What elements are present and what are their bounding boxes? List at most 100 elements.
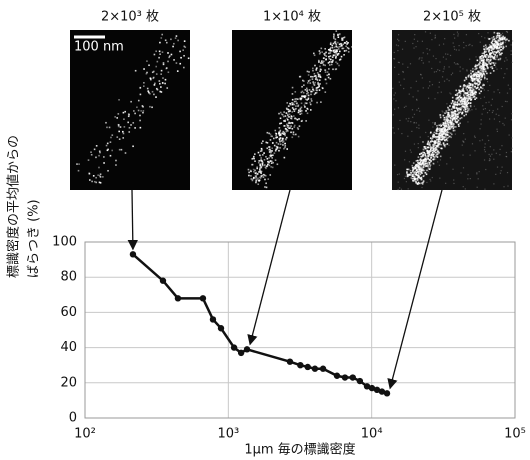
image-dot [412,166,415,169]
image-dot [461,102,463,105]
image-dot [325,55,328,57]
image-dot [283,120,285,122]
image-dot [174,37,177,39]
image-dot [263,158,266,161]
image-dot [425,169,428,172]
image-dot [429,150,431,152]
image-dot [439,135,442,137]
image-dot [290,125,292,127]
image-dot [183,45,186,48]
image-noise [504,73,506,75]
image-label: 2×10³ 枚 [101,10,159,25]
image-noise [434,37,436,39]
image-dot [429,132,432,134]
image-dot [497,43,499,46]
image-noise [484,143,486,145]
image-dot [296,98,299,100]
image-noise [431,84,434,86]
image-dot [143,68,145,70]
image-dot [179,62,182,65]
image-dot [489,52,492,55]
image-dot [119,126,122,128]
image-dot [424,152,426,155]
image-dot [413,171,416,174]
image-dot [421,162,423,165]
image-dot [486,78,488,80]
image-noise [453,46,455,48]
image-dot [479,69,482,72]
image-dot [322,60,325,63]
image-dot [318,79,321,82]
image-noise [443,80,446,82]
image-dot [351,46,353,48]
image-noise [507,84,509,86]
image-dot [329,77,332,80]
image-dot [499,42,502,45]
image-dot [93,180,96,183]
image-dot [461,105,464,107]
image-dot [452,129,455,132]
image-noise [441,110,443,112]
image-noise [466,70,468,72]
image-dot [499,34,501,37]
y-tick-label: 80 [60,270,77,285]
image-dot [439,133,441,135]
image-dot [266,142,269,144]
image-dot [139,126,142,129]
image-dot [453,103,455,106]
image-dot [321,87,324,90]
image-dot [491,45,493,48]
image-dot [468,108,470,110]
image-dot [465,87,467,90]
image-dot [475,91,477,94]
image-noise [439,61,441,63]
image-dot [440,123,442,126]
image-dot [286,129,289,131]
data-point [243,346,251,353]
image-dot [306,82,309,84]
image-dot [279,136,282,139]
data-point [311,365,319,372]
image-dot [264,178,266,181]
image-dot [446,114,449,117]
image-noise [394,108,396,110]
image-dot [483,64,485,66]
image-dot [478,56,481,58]
image-dot [432,162,435,165]
image-noise [393,98,395,100]
image-dot [453,123,455,126]
image-dot [149,78,152,80]
image-noise [431,147,433,149]
image-dot [256,173,259,175]
image-dot [463,94,465,96]
image-dot [448,135,451,138]
image-dot [501,37,503,39]
image-dot [117,123,120,126]
image-dot [288,125,290,127]
image-dot [436,145,438,148]
image-dot [319,51,321,54]
image-dot [452,110,454,113]
image-noise [400,84,402,86]
image-dot [462,88,464,90]
image-dot [504,36,506,39]
image-dot [422,159,424,162]
image-dot [492,46,495,48]
image-dot [122,132,125,135]
image-dot [418,168,420,171]
image-dot [438,136,441,139]
image-dot [485,63,487,65]
image-noise [398,173,400,175]
image-dot [456,96,459,99]
image-dot [425,147,427,150]
image-dot [425,156,428,158]
image-dot [289,110,291,112]
image-dot [477,75,480,78]
image-dot [469,97,471,99]
image-dot [415,180,417,183]
image-dot [451,96,454,99]
image-dot [260,165,263,167]
image-dot [444,122,447,125]
image-dot [432,154,434,156]
image-dot [480,65,482,67]
